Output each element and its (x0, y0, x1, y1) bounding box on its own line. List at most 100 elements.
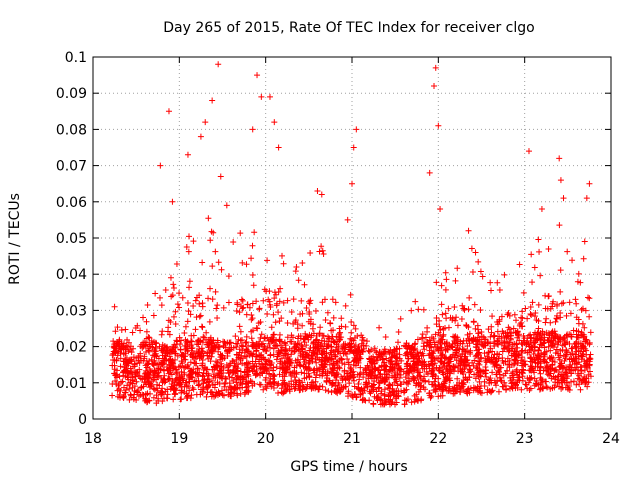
data-point (464, 343, 471, 350)
data-point (281, 367, 288, 374)
data-point (522, 305, 529, 312)
data-point (249, 351, 256, 358)
data-point (111, 366, 118, 373)
data-point (348, 318, 355, 325)
data-point (310, 330, 317, 337)
data-point (271, 119, 278, 126)
data-point (232, 370, 239, 377)
data-point (154, 387, 161, 394)
data-point (454, 322, 461, 329)
data-point (110, 348, 117, 355)
data-point (388, 400, 395, 407)
data-point (508, 361, 515, 368)
data-point (188, 332, 195, 339)
data-point (176, 290, 183, 297)
data-point (297, 382, 304, 389)
data-point (460, 387, 467, 394)
data-point (535, 381, 542, 388)
data-point (475, 258, 482, 265)
data-point (535, 301, 542, 308)
data-point (118, 346, 125, 353)
data-point (235, 361, 242, 368)
data-point (155, 366, 162, 373)
data-point (490, 333, 497, 340)
data-point (586, 295, 593, 302)
data-point (528, 251, 535, 258)
data-point (306, 311, 313, 318)
data-point (220, 342, 227, 349)
data-point (190, 302, 197, 309)
data-point (284, 334, 291, 341)
data-point (466, 294, 473, 301)
data-point (535, 318, 542, 325)
data-point (284, 297, 291, 304)
data-point (265, 357, 272, 364)
data-point (236, 346, 243, 353)
data-point (306, 357, 313, 364)
data-point (136, 366, 143, 373)
data-point (443, 354, 450, 361)
data-point (210, 373, 217, 380)
data-point (346, 380, 353, 387)
data-point (322, 317, 329, 324)
data-point (327, 349, 334, 356)
data-point (494, 340, 501, 347)
data-point (499, 357, 506, 364)
data-point (559, 342, 566, 349)
data-point (124, 336, 131, 343)
data-point (187, 311, 194, 318)
data-point (509, 372, 516, 379)
data-point (473, 364, 480, 371)
data-point (203, 329, 210, 336)
data-point (338, 355, 345, 362)
data-point (163, 347, 170, 354)
data-point (558, 377, 565, 384)
data-point (196, 355, 203, 362)
data-point (586, 361, 593, 368)
data-point (293, 362, 300, 369)
data-point (550, 355, 557, 362)
data-point (241, 368, 248, 375)
data-point (232, 364, 239, 371)
data-point (199, 390, 206, 397)
data-point (181, 369, 188, 376)
data-point (248, 378, 255, 385)
data-point (378, 388, 385, 395)
data-point (264, 366, 271, 373)
data-point (193, 348, 200, 355)
data-point (193, 314, 200, 321)
data-point (277, 358, 284, 365)
data-point (469, 269, 476, 276)
data-point (316, 248, 323, 255)
data-point (370, 401, 377, 408)
data-point (253, 298, 260, 305)
data-point (489, 313, 496, 320)
data-point (438, 282, 445, 289)
data-point (128, 392, 135, 399)
data-point (513, 368, 520, 375)
data-point (357, 387, 364, 394)
data-point (506, 339, 513, 346)
data-point (314, 187, 321, 194)
data-point (174, 301, 181, 308)
data-point (375, 367, 382, 374)
data-point (218, 360, 225, 367)
data-point (186, 341, 193, 348)
data-point (335, 364, 342, 371)
data-point (203, 393, 210, 400)
data-point (151, 357, 158, 364)
data-point (133, 369, 140, 376)
data-point (478, 328, 485, 335)
data-point (491, 338, 498, 345)
data-point (170, 396, 177, 403)
data-point (578, 367, 585, 374)
data-point (424, 371, 431, 378)
data-point (576, 381, 583, 388)
data-point (243, 346, 250, 353)
data-point (200, 370, 207, 377)
data-point (237, 390, 244, 397)
data-point (208, 228, 215, 235)
data-point (182, 379, 189, 386)
data-point (278, 315, 285, 322)
data-point (156, 294, 163, 301)
